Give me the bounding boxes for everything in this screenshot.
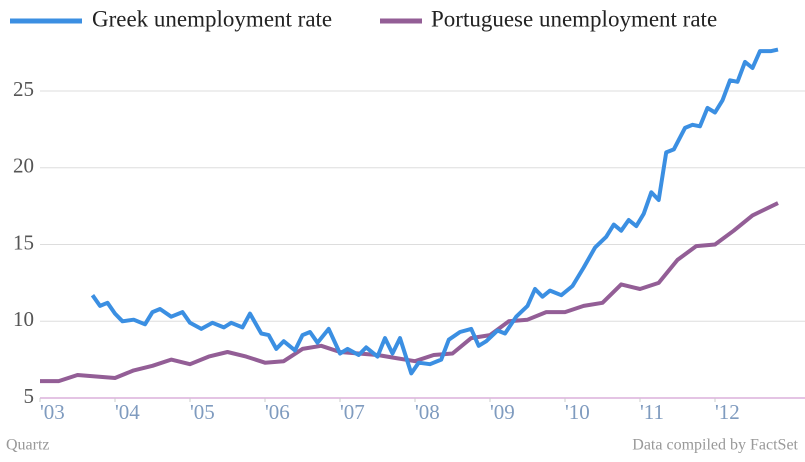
y-tick-label: 10 (13, 307, 34, 331)
source-left: Quartz (6, 437, 50, 454)
y-tick-label: 25 (13, 77, 34, 101)
source-right: Data compiled by FactSet (632, 437, 798, 454)
x-tick-label: '07 (340, 400, 365, 424)
x-tick-label: '11 (640, 400, 664, 424)
x-tick-label: '12 (715, 400, 740, 424)
series-line (90, 47, 779, 376)
x-tick-label: '06 (265, 400, 290, 424)
series-line (40, 201, 779, 384)
legend-label: Greek unemployment rate (92, 6, 332, 31)
x-tick-label: '05 (190, 400, 215, 424)
x-tick-label: '09 (490, 400, 515, 424)
legend-label: Portuguese unemployment rate (431, 6, 717, 31)
y-tick-label: 5 (24, 384, 35, 408)
y-tick-label: 20 (13, 154, 34, 178)
x-tick-label: '03 (40, 400, 65, 424)
x-tick-label: '08 (415, 400, 440, 424)
x-tick-label: '04 (115, 400, 140, 424)
x-tick-label: '10 (565, 400, 590, 424)
y-tick-label: 15 (13, 230, 34, 254)
